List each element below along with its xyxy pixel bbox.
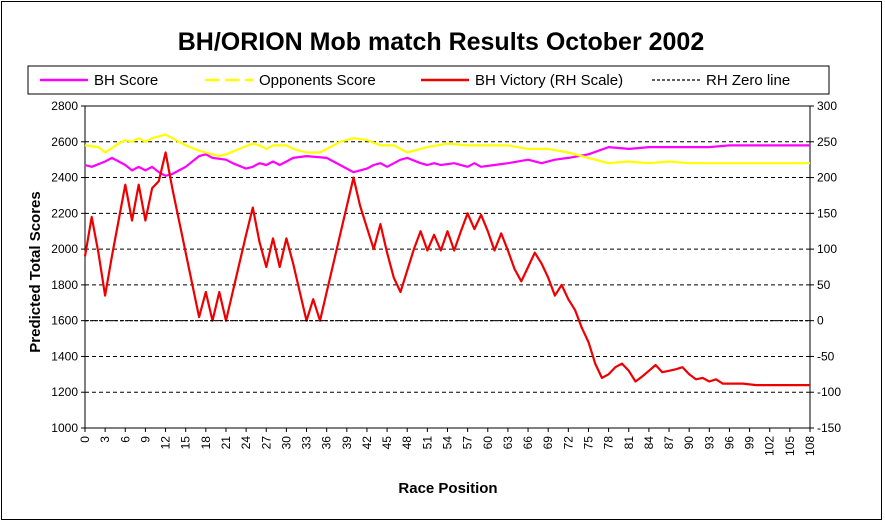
x-axis-tick-label: 33 — [300, 436, 314, 450]
x-axis-tick-label: 51 — [420, 436, 434, 450]
x-axis-tick-label: 75 — [581, 436, 595, 450]
x-axis-tick-label: 21 — [219, 436, 233, 450]
x-axis-tick-label: 54 — [441, 436, 455, 450]
x-axis-tick-label: 0 — [78, 436, 92, 443]
x-axis-tick-label: 90 — [682, 436, 696, 450]
left-axis: 1000 1200 1400 1600 1800 2000 2200 2400 2600 2800 — [51, 99, 85, 435]
right-axis-tick-label: 300 — [817, 99, 837, 113]
x-axis-tick-label: 39 — [340, 436, 354, 450]
left-axis-tick-label: 1800 — [51, 278, 78, 292]
x-axis-tick-label: 69 — [541, 436, 555, 450]
x-axis-tick-label: 84 — [642, 436, 656, 450]
right-axis-tick-label: 200 — [817, 171, 837, 185]
x-axis-tick-label: 36 — [320, 436, 334, 450]
right-axis-tick-label: 250 — [817, 135, 837, 149]
legend: BH Score Opponents Score BH Victory (RH Sc… — [27, 65, 830, 95]
right-axis-tick-label: 100 — [817, 242, 837, 256]
left-axis-tick-label: 1400 — [51, 349, 78, 363]
x-axis-tick-label: 15 — [179, 436, 193, 450]
left-axis-tick-label: 2400 — [51, 171, 78, 185]
x-axis-label: Race Position — [398, 480, 497, 497]
right-axis-tick-label: -150 — [817, 421, 841, 435]
x-axis-tick-label: 102 — [763, 436, 777, 456]
x-axis-tick-label: 108 — [803, 436, 817, 456]
legend-label: BH Score — [94, 72, 158, 89]
x-axis-tick-label: 81 — [622, 436, 636, 450]
x-axis-tick-label: 60 — [481, 436, 495, 450]
x-axis-tick-label: 72 — [561, 436, 575, 450]
right-axis-tick-label: 150 — [817, 206, 837, 220]
x-axis-tick-label: 24 — [239, 436, 253, 450]
x-axis-tick-label: 66 — [521, 436, 535, 450]
plot-area — [84, 105, 811, 429]
x-axis-tick-label: 6 — [118, 436, 132, 443]
x-axis-tick-label: 45 — [380, 436, 394, 450]
x-axis-tick-label: 78 — [602, 436, 616, 450]
legend-label: RH Zero line — [706, 72, 790, 89]
x-axis-tick-label: 27 — [259, 436, 273, 450]
x-axis-tick-label: 63 — [501, 436, 515, 450]
x-axis-tick-label: 48 — [400, 436, 414, 450]
right-axis: -150 -100 -50 0 50 100 150 200 250 300 — [810, 99, 841, 435]
x-axis-tick-label: 93 — [702, 436, 716, 450]
x-axis-tick-label: 3 — [98, 436, 112, 443]
x-axis-tick-label: 9 — [138, 436, 152, 443]
right-axis-tick-label: 0 — [817, 314, 824, 328]
left-axis-tick-label: 2200 — [51, 206, 78, 220]
right-axis-tick-label: -50 — [817, 349, 835, 363]
x-axis-tick-label: 96 — [722, 436, 736, 450]
series-line-bh-score — [84, 144, 810, 177]
left-axis-tick-label: 1600 — [51, 314, 78, 328]
chart-title: BH/ORION Mob match Results October 2002 — [178, 28, 705, 56]
series-group — [83, 133, 810, 387]
left-axis-tick-label: 2800 — [51, 99, 78, 113]
x-axis-tick-label: 87 — [662, 436, 676, 450]
x-axis-tick-label: 42 — [360, 436, 374, 450]
y-axis-label: Predicted Total Scores — [27, 191, 44, 352]
x-axis-tick-label: 57 — [461, 436, 475, 450]
left-axis-tick-label: 1200 — [51, 385, 78, 399]
x-axis-tick-label: 105 — [783, 436, 797, 456]
right-axis-tick-label: -100 — [817, 385, 841, 399]
x-axis: 0 3 6 9 12 15 18 21 24 27 30 33 36 39 42 45 48 51 54 57 60 63… — [78, 428, 817, 456]
left-axis-tick-label: 1000 — [51, 421, 78, 435]
series-line-opponents-score — [84, 133, 810, 165]
left-axis-tick-label: 2600 — [51, 135, 78, 149]
x-axis-tick-label: 30 — [279, 436, 293, 450]
left-axis-tick-label: 2000 — [51, 242, 78, 256]
legend-label: BH Victory (RH Scale) — [475, 72, 623, 89]
x-axis-tick-label: 18 — [199, 436, 213, 450]
legend-label: Opponents Score — [259, 72, 376, 89]
x-axis-tick-label: 99 — [743, 436, 757, 450]
right-axis-tick-label: 50 — [817, 278, 831, 292]
x-axis-tick-label: 12 — [159, 436, 173, 450]
series-line-bh-victory-rh-scale — [83, 151, 810, 387]
